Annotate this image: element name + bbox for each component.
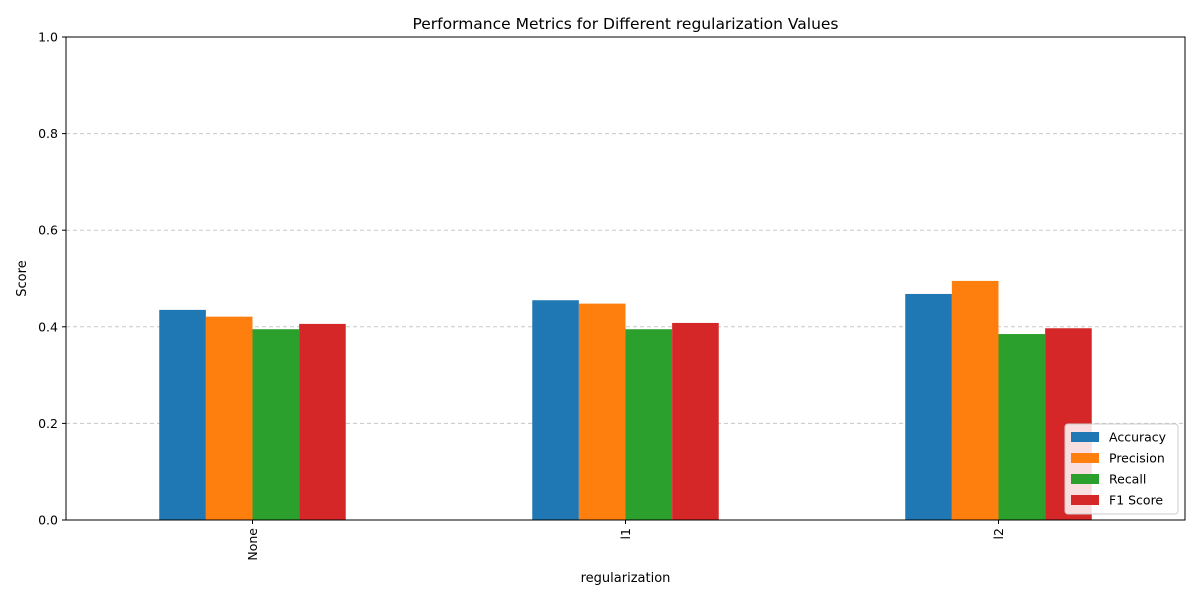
bar-accuracy-l1 — [532, 300, 579, 520]
y-tick-label: 0.8 — [38, 126, 58, 141]
bar-recall-l2 — [998, 334, 1046, 520]
y-tick-label: 0.2 — [38, 416, 58, 431]
legend-swatch — [1071, 453, 1099, 463]
legend: Accuracy Precision Recall F1 Score — [1064, 423, 1179, 515]
bar-recall-l1 — [625, 329, 673, 520]
y-tick-label: 0.6 — [38, 223, 58, 238]
bar-recall-none — [252, 329, 300, 520]
x-axis-ticks: None l1 l2 — [245, 520, 1006, 561]
bar-accuracy-l2 — [905, 293, 952, 520]
x-tick-label: l2 — [991, 528, 1006, 539]
bar-precision-l1 — [578, 303, 626, 520]
legend-label: Recall — [1109, 472, 1146, 487]
legend-label: Precision — [1109, 451, 1165, 466]
x-tick-label: l1 — [618, 528, 633, 539]
y-tick-label: 0.0 — [38, 513, 58, 528]
legend-swatch — [1071, 432, 1099, 442]
x-axis-label: regularization — [581, 571, 671, 586]
y-axis-label: Score — [15, 260, 30, 296]
bars — [159, 280, 1092, 520]
x-tick-label: None — [245, 528, 260, 561]
legend-swatch — [1071, 474, 1099, 484]
bar-precision-l2 — [951, 280, 999, 520]
y-tick-label: 0.4 — [38, 319, 58, 334]
chart-title: Performance Metrics for Different regula… — [412, 15, 838, 33]
bar-f1-score-l1 — [672, 322, 719, 520]
bar-accuracy-none — [159, 309, 206, 520]
y-axis-ticks: 0.0 0.2 0.4 0.6 0.8 1.0 — [38, 30, 66, 528]
legend-box — [1064, 423, 1179, 515]
bar-f1-score-none — [299, 323, 346, 520]
legend-swatch — [1071, 495, 1099, 505]
legend-label: F1 Score — [1109, 493, 1163, 508]
legend-label: Accuracy — [1109, 430, 1167, 445]
bar-precision-none — [205, 316, 253, 520]
y-tick-label: 1.0 — [38, 30, 58, 45]
